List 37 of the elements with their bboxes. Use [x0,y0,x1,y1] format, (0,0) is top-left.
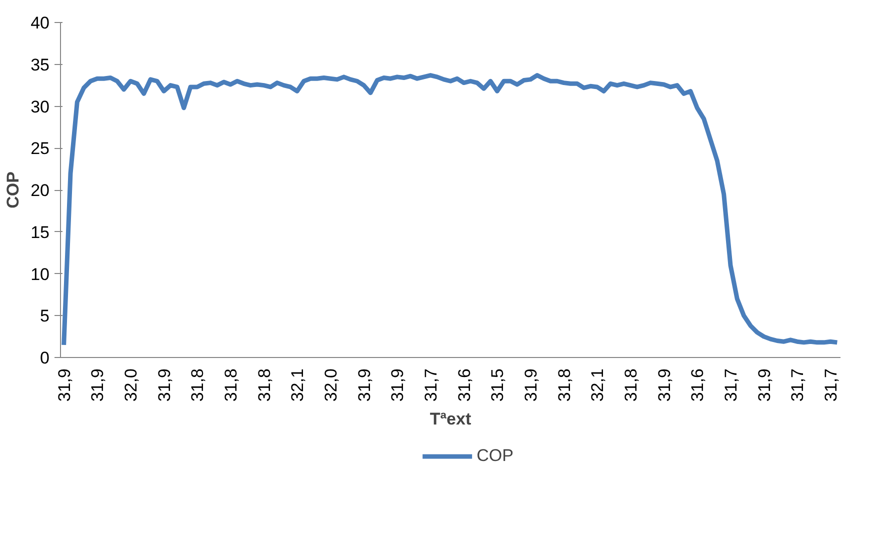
x-tick-label: 31,8 [554,368,574,402]
y-tick-label: 15 [30,222,50,242]
x-tick-label: 31,5 [488,368,508,402]
x-tick-label: 31,7 [788,368,808,402]
y-axis-title: COP [4,172,23,208]
x-tick-label: 31,8 [222,368,240,402]
x-tick-label: 31,9 [754,368,774,402]
x-tick-label: 31,8 [188,368,208,402]
x-tick-label: 31,9 [354,368,374,402]
x-tick-label: 32,0 [122,368,140,402]
y-tick-label: 25 [30,139,50,158]
x-tick-label: 31,6 [688,368,708,402]
x-tick-label: 32,1 [288,368,308,402]
y-tick-label: 5 [40,306,50,326]
x-tick-label: 31,9 [522,368,540,402]
x-tick-label: 31,8 [622,368,640,402]
x-tick-label: 31,9 [654,368,674,402]
x-tick-label: 32,1 [588,368,608,402]
x-tick-label: 31,7 [422,368,440,402]
x-tick-label: 31,9 [54,368,74,402]
y-tick-label: 40 [30,14,50,32]
line-series [62,73,840,348]
x-axis-title: Tªext [430,410,472,429]
y-tick-label: 10 [30,264,50,284]
y-tick-label: 20 [30,181,50,200]
x-tick-label: 31,7 [722,368,740,402]
x-tick-label: 31,7 [822,368,840,402]
x-tick-label: 31,6 [454,368,474,402]
x-tick-label: 32,0 [322,368,340,402]
y-tick-label: 35 [30,55,50,74]
y-tick-label: 0 [40,348,50,368]
x-tick-label: 31,9 [388,368,408,402]
x-tick-label: 31,9 [154,368,174,402]
x-tick-label: 31,8 [254,368,274,402]
legend-label: COP [476,446,514,466]
y-tick-label: 30 [30,97,50,116]
x-tick-label: 31,9 [88,368,108,402]
